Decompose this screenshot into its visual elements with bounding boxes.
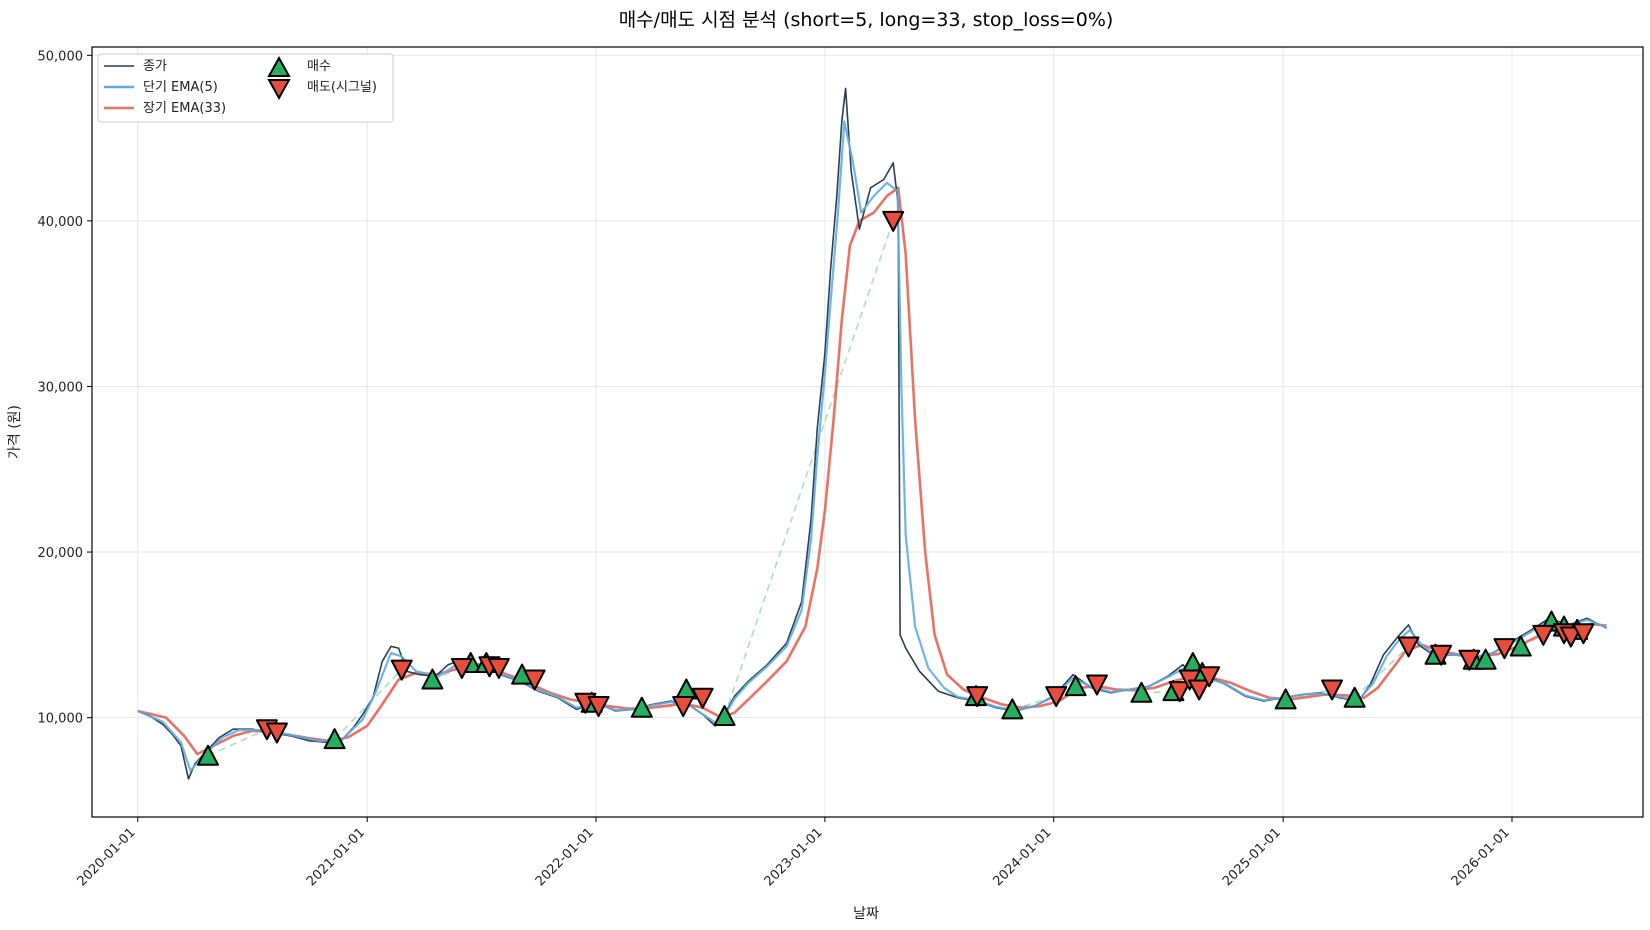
trade-link-line: [723, 220, 894, 717]
sell-marker: [672, 696, 695, 718]
sell-marker: [1198, 666, 1221, 688]
chart-title: 매수/매도 시점 분석 (short=5, long=33, stop_loss…: [619, 9, 1114, 31]
buy-marker: [1130, 681, 1153, 703]
x-axis-ticks: 2020-01-01 2021-01-01 2022-01-01 2023-01-01…: [75, 817, 1513, 889]
sell-marker: [1458, 649, 1481, 671]
sell-marker: [450, 657, 473, 679]
x-tick-label: 2020-01-01: [75, 825, 139, 889]
legend-buy: 매수: [307, 59, 331, 74]
legend-ema-long: 장기 EMA(33): [143, 101, 226, 116]
sell-marker: [390, 659, 413, 681]
buy-marker: [1001, 698, 1024, 720]
grid: [92, 47, 1643, 817]
sell-marker: [882, 210, 905, 232]
y-axis-label: 가격 (원): [7, 405, 23, 459]
sell-marker: [1397, 636, 1420, 658]
legend-ema-short: 단기 EMA(5): [143, 80, 218, 95]
sell-marker: [691, 687, 714, 709]
buy-marker: [1474, 648, 1497, 670]
x-axis-label: 날짜: [853, 906, 879, 922]
sell-marker: [1085, 674, 1108, 696]
legend-close: 종가: [143, 59, 167, 74]
sell-marker: [1321, 679, 1344, 701]
x-tick-label: 2026-01-01: [1449, 825, 1513, 889]
y-tick-label: 20,000: [38, 546, 84, 561]
sell-marker: [1045, 686, 1068, 708]
buy-marker: [196, 744, 219, 766]
x-tick-label: 2022-01-01: [533, 825, 597, 889]
trade-link-line: [1354, 645, 1410, 699]
series-lines: [137, 87, 1607, 780]
sell-marker: [1430, 644, 1453, 666]
sell-marker: [587, 696, 610, 718]
x-tick-label: 2025-01-01: [1220, 825, 1284, 889]
buy-marker: [323, 728, 346, 750]
sell-marker: [1559, 626, 1582, 648]
sell-marker: [1188, 679, 1211, 701]
sell-marker: [523, 669, 546, 691]
x-tick-label: 2021-01-01: [304, 825, 368, 889]
sell-marker: [265, 722, 288, 744]
buy-marker: [1274, 688, 1297, 710]
x-tick-label: 2023-01-01: [762, 825, 826, 889]
sell-marker: [1532, 624, 1555, 646]
y-tick-label: 10,000: [38, 712, 84, 727]
sell-marker: [966, 686, 989, 708]
legend-sell-marker: [267, 79, 291, 101]
sell-marker: [1493, 638, 1516, 660]
y-tick-label: 50,000: [38, 49, 84, 64]
buy-marker: [421, 668, 444, 690]
x-tick-label: 2024-01-01: [990, 825, 1054, 889]
legend-buy-marker: [267, 55, 291, 77]
y-tick-label: 40,000: [38, 215, 84, 230]
sell-marker: [1572, 623, 1595, 645]
trade-link-line: [1141, 690, 1180, 694]
trade-link-line: [1285, 688, 1333, 701]
buy-marker: [713, 704, 736, 726]
ema-short-line: [137, 120, 1607, 772]
legend-box: [97, 53, 394, 123]
trade-link-line: [207, 728, 268, 757]
plot-frame: [91, 46, 1644, 818]
sell-marker: [487, 657, 510, 679]
buy-marker: [630, 696, 653, 718]
trade-markers: [196, 210, 1595, 766]
legend-sell: 매도(시그널): [307, 80, 377, 95]
y-axis-ticks: 10,000 20,000 30,000 40,000 50,000: [38, 49, 92, 727]
buy-marker: [1343, 686, 1366, 708]
buy-marker: [1064, 675, 1087, 697]
buy-marker: [1509, 635, 1532, 657]
legend: 종가 단기 EMA(5) 장기 EMA(33) 매수 매도(시그널): [97, 53, 394, 123]
y-tick-label: 30,000: [38, 380, 84, 395]
ema-long-line: [137, 186, 1607, 756]
sell-marker: [1168, 681, 1191, 703]
